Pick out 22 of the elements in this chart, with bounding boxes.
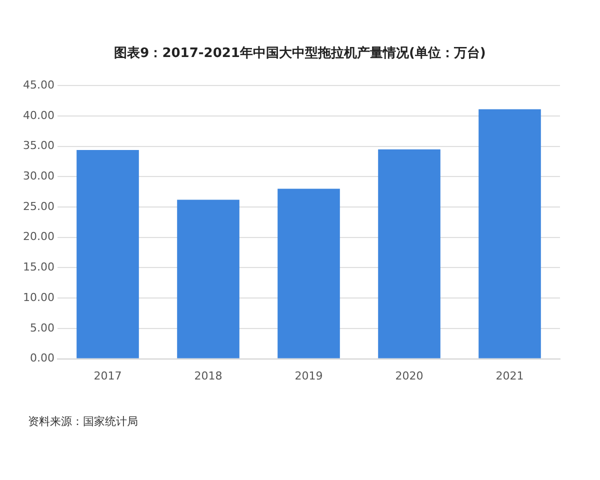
x-tick-label: 2017 — [94, 369, 122, 382]
x-tick-label: 2021 — [496, 369, 524, 382]
x-tick-label: 2018 — [194, 369, 222, 382]
y-tick-label: 20.00 — [22, 230, 54, 244]
y-tick-label: 30.00 — [22, 170, 54, 183]
y-tick-label: 15.00 — [22, 260, 54, 274]
x-tick-label: 2019 — [294, 369, 323, 382]
text: 资料来源：国家统计局 — [28, 414, 138, 429]
chart-title: 图表9：2017-2021年中国大中型拖拉机产量情况(单位：万台) — [113, 44, 487, 62]
y-tick-label: 0.00 — [30, 352, 54, 365]
bar — [278, 188, 340, 358]
y-tick-label: 5.00 — [30, 321, 54, 334]
y-tick-label: 45.00 — [22, 78, 54, 92]
bar — [177, 200, 240, 358]
y-tick-label: 40.00 — [22, 108, 54, 122]
y-tick-label: 10.00 — [22, 290, 54, 304]
y-tick-label: 35.00 — [22, 139, 54, 152]
x-tick-label: 2020 — [395, 369, 424, 382]
bar — [378, 149, 440, 358]
bar — [76, 150, 139, 358]
y-tick-label: 25.00 — [22, 200, 54, 213]
bar — [478, 109, 541, 358]
